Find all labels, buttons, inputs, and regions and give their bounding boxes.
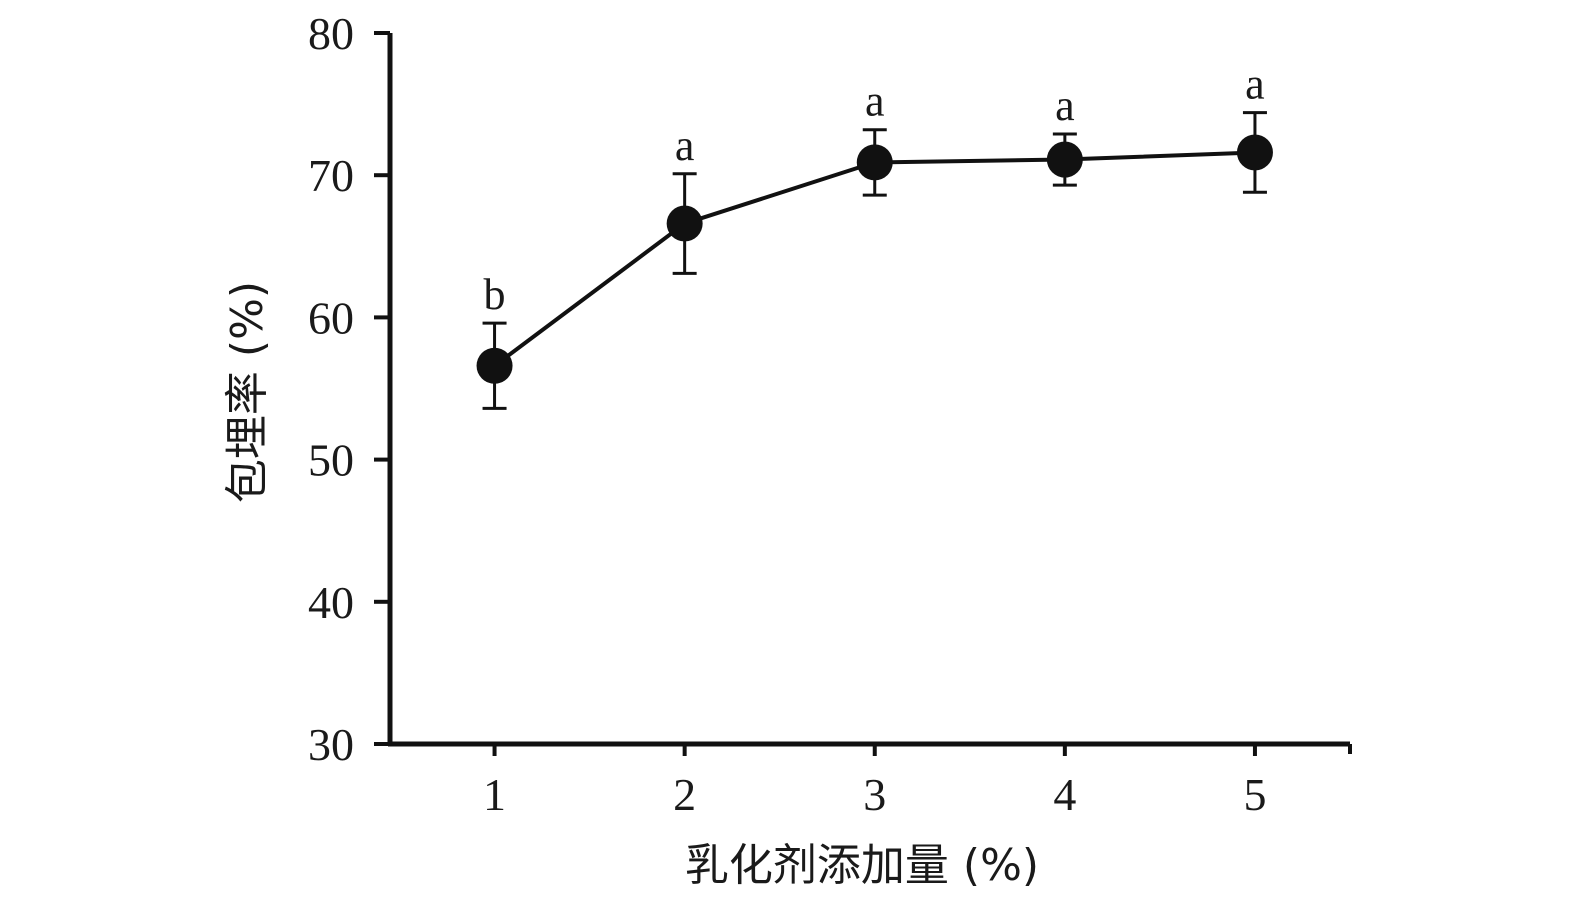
data-point [1236,134,1273,171]
axes [387,33,1352,754]
y-tick-label: 40 [308,577,354,628]
x-axis-label: 乳化剂添加量 (%) [685,840,1039,891]
x-tick-label: 2 [673,769,696,820]
x-tick-label: 3 [863,769,886,820]
y-tick-label: 50 [308,435,354,486]
x-tick-label: 1 [483,769,506,820]
x-tick-label: 5 [1243,769,1266,820]
y-axis-ticks: 30 40 50 60 70 80 [308,8,390,770]
y-tick-label: 80 [308,8,354,59]
data-point [856,144,893,181]
y-axis-label: 包埋率 (%) [222,281,273,503]
significance-label: a [1245,60,1265,109]
y-tick-label: 70 [308,150,354,201]
significance-label: a [1055,81,1075,130]
x-axis-ticks: 1 2 3 4 5 [483,744,1266,820]
significance-label: a [675,121,695,170]
data-point [476,347,513,384]
series-layer: b a a a a [476,60,1273,410]
significance-label: a [865,77,885,126]
y-tick-label: 30 [308,719,354,770]
data-point [1046,141,1083,178]
significance-label: b [484,270,506,319]
data-point [666,205,703,242]
x-tick-label: 4 [1053,769,1076,820]
y-tick-label: 60 [308,292,354,343]
